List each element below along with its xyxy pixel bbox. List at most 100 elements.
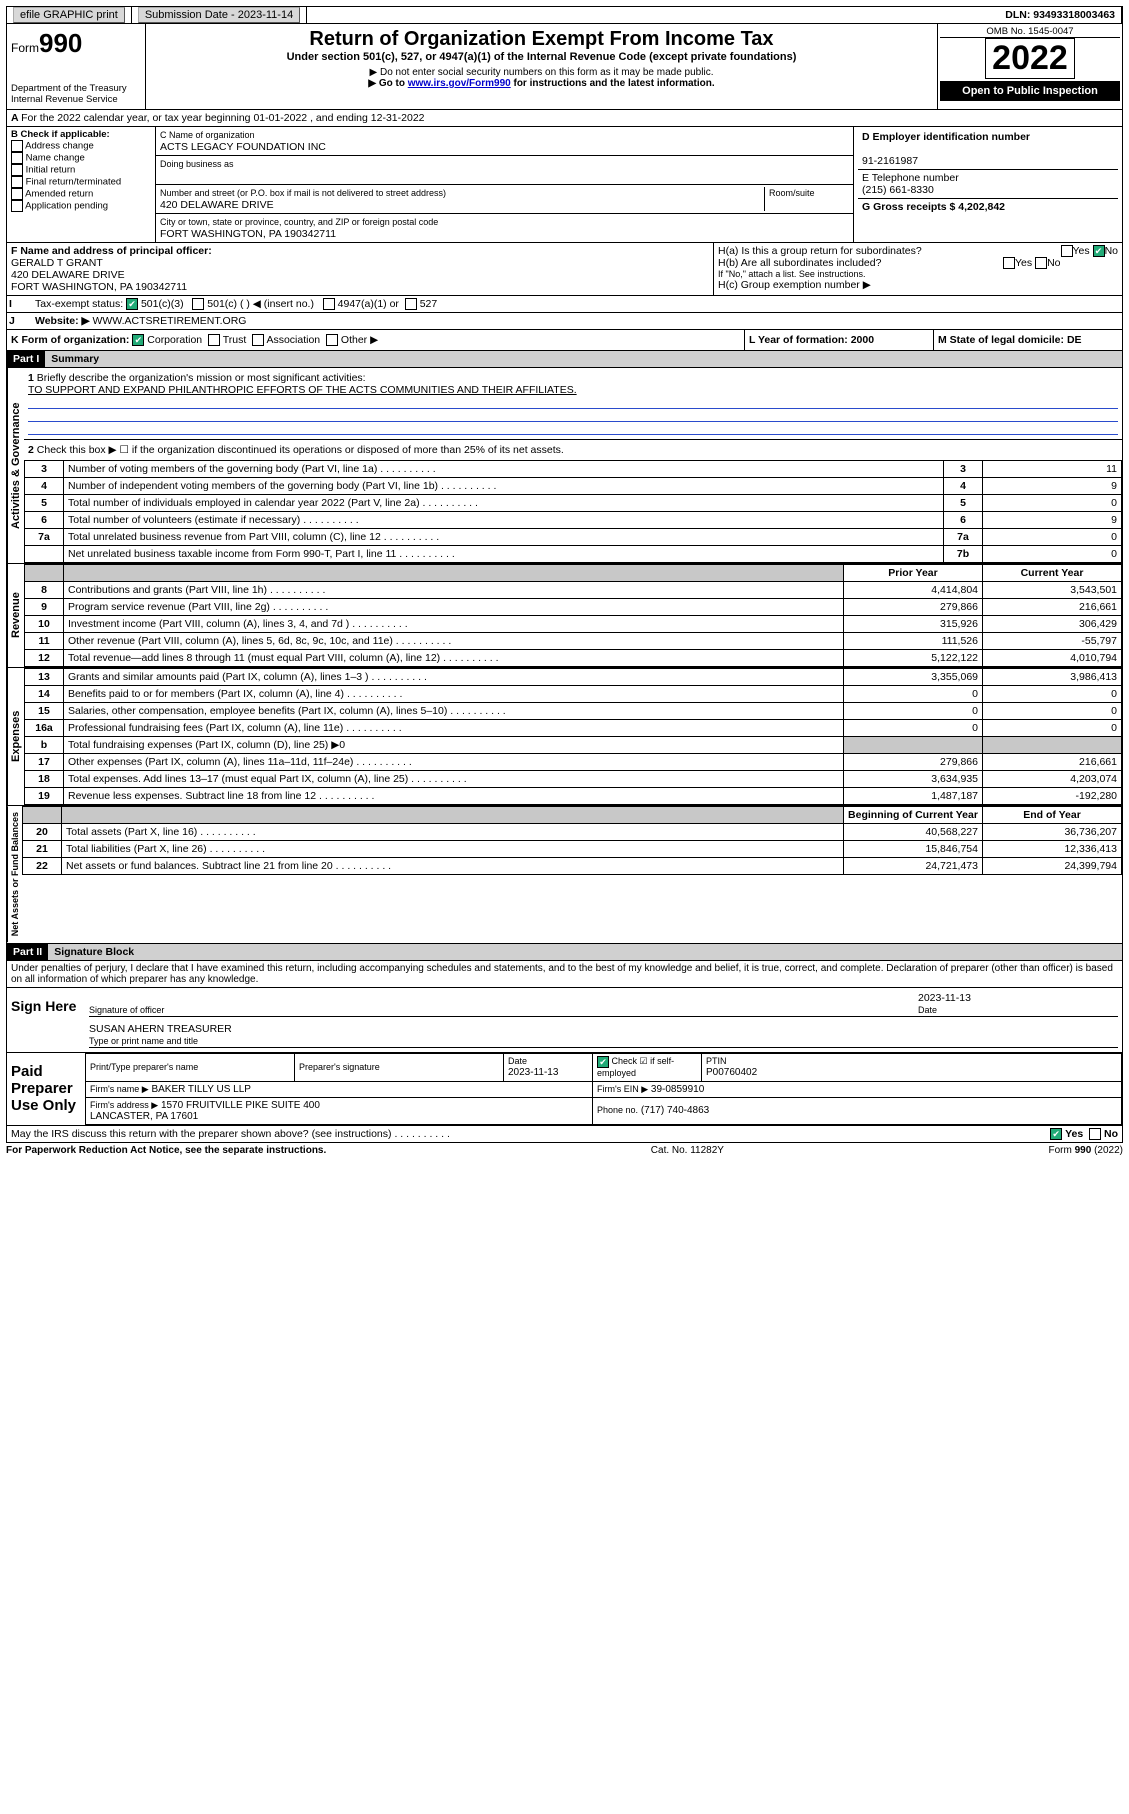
prior-val: 24,721,473 [844, 858, 983, 875]
col-begin: Beginning of Current Year [844, 807, 983, 824]
section-f-h: F Name and address of principal officer:… [6, 243, 1123, 296]
line-num: 20 [23, 824, 62, 841]
curr-val: 0 [983, 703, 1122, 720]
q1: Briefly describe the organization's miss… [37, 372, 366, 384]
website: WWW.ACTSRETIREMENT.ORG [92, 315, 246, 327]
line-num: 18 [25, 771, 64, 788]
c-name-label: C Name of organization [160, 130, 255, 140]
curr-val: 4,203,074 [983, 771, 1122, 788]
chk-501c3[interactable] [126, 298, 138, 310]
chk-initial-return[interactable] [11, 164, 23, 176]
chk-501c[interactable] [192, 298, 204, 310]
q2: Check this box ▶ ☐ if the organization d… [37, 444, 564, 456]
sign-here-label: Sign Here [7, 988, 85, 1052]
hb-yes[interactable] [1003, 257, 1015, 269]
chk-app-pending[interactable] [11, 200, 23, 212]
prior-val: 279,866 [844, 754, 983, 771]
curr-val: 36,736,207 [983, 824, 1122, 841]
line-num: 17 [25, 754, 64, 771]
line-key: 7b [944, 546, 983, 563]
curr-val: 216,661 [983, 754, 1122, 771]
curr-val: -192,280 [983, 788, 1122, 805]
chk-4947[interactable] [323, 298, 335, 310]
vlabel-exp: Expenses [7, 668, 24, 805]
line-text: Total number of individuals employed in … [64, 495, 944, 512]
irs-link[interactable]: www.irs.gov/Form990 [408, 78, 511, 89]
chk-amended[interactable] [11, 188, 23, 200]
line-num: 13 [25, 669, 64, 686]
col-end: End of Year [983, 807, 1122, 824]
col-prior: Prior Year [844, 565, 983, 582]
chk-527[interactable] [405, 298, 417, 310]
chk-corp[interactable] [132, 334, 144, 346]
date-label: Date [918, 1005, 937, 1015]
org-city: FORT WASHINGTON, PA 190342711 [160, 228, 336, 240]
prior-val: 0 [844, 703, 983, 720]
prior-val: 3,634,935 [844, 771, 983, 788]
chk-address-change[interactable] [11, 140, 23, 152]
chk-trust[interactable] [208, 334, 220, 346]
ein: 91-2161987 [862, 155, 918, 167]
line-num: 9 [25, 599, 64, 616]
ha-yes[interactable] [1061, 245, 1073, 257]
phone: (215) 661-8330 [862, 184, 934, 196]
line-num: 8 [25, 582, 64, 599]
mission: TO SUPPORT AND EXPAND PHILANTHROPIC EFFO… [28, 384, 577, 396]
line-num: 11 [25, 633, 64, 650]
section-klm: K Form of organization: Corporation Trus… [6, 330, 1123, 351]
chk-other[interactable] [326, 334, 338, 346]
chk-final-return[interactable] [11, 176, 23, 188]
tax-year: 2022 [985, 38, 1075, 79]
hb-no[interactable] [1035, 257, 1047, 269]
form-number: Form990 [11, 28, 141, 59]
discuss-yes[interactable] [1050, 1128, 1062, 1140]
part1-header: Part I Summary [6, 351, 1123, 368]
line-text: Other expenses (Part IX, column (A), lin… [64, 754, 844, 771]
line-text: Net assets or fund balances. Subtract li… [62, 858, 844, 875]
footer-left: For Paperwork Reduction Act Notice, see … [6, 1145, 326, 1156]
firm-name: BAKER TILLY US LLP [151, 1084, 251, 1095]
discuss-no[interactable] [1089, 1128, 1101, 1140]
netassets-block: Net Assets or Fund Balances Beginning of… [6, 806, 1123, 943]
submission-date-button[interactable]: Submission Date - 2023-11-14 [138, 7, 300, 23]
prior-val: 0 [844, 686, 983, 703]
footer: For Paperwork Reduction Act Notice, see … [6, 1143, 1123, 1156]
prior-val: 40,568,227 [844, 824, 983, 841]
paid-preparer-block: Paid Preparer Use Only Print/Type prepar… [6, 1053, 1123, 1126]
l-label: L Year of formation: 2000 [749, 334, 874, 346]
dln-label: DLN: 93493318003463 [999, 7, 1122, 23]
line-key: 5 [944, 495, 983, 512]
vlabel-gov: Activities & Governance [7, 368, 24, 563]
city-label: City or town, state or province, country… [160, 217, 438, 227]
prior-val: 15,846,754 [844, 841, 983, 858]
ha-no[interactable] [1093, 245, 1105, 257]
chk-assoc[interactable] [252, 334, 264, 346]
curr-val: 3,986,413 [983, 669, 1122, 686]
f-label: F Name and address of principal officer: [11, 245, 212, 257]
col-curr: Current Year [983, 565, 1122, 582]
chk-name-change[interactable] [11, 152, 23, 164]
prior-val: 0 [844, 720, 983, 737]
prior-val: 279,866 [844, 599, 983, 616]
curr-val: 306,429 [983, 616, 1122, 633]
line-text: Benefits paid to or for members (Part IX… [64, 686, 844, 703]
line-num: 6 [25, 512, 64, 529]
line-text: Total fundraising expenses (Part IX, col… [64, 737, 844, 754]
subtitle: Under section 501(c), 527, or 4947(a)(1)… [150, 51, 933, 63]
officer-printed: SUSAN AHERN TREASURER [89, 1023, 232, 1035]
d-label: D Employer identification number [862, 131, 1030, 143]
line-val: 0 [983, 546, 1122, 563]
paid-preparer-label: Paid Preparer Use Only [7, 1053, 85, 1125]
line-num: 21 [23, 841, 62, 858]
org-street: 420 DELAWARE DRIVE [160, 199, 274, 211]
line-text: Contributions and grants (Part VIII, lin… [64, 582, 844, 599]
dba-label: Doing business as [160, 159, 234, 169]
prior-val: 111,526 [844, 633, 983, 650]
line-num: 4 [25, 478, 64, 495]
org-name: ACTS LEGACY FOUNDATION INC [160, 141, 326, 153]
efile-button[interactable]: efile GRAPHIC print [13, 7, 125, 23]
section-i: I Tax-exempt status: 501(c)(3) 501(c) ( … [6, 296, 1123, 313]
b-label: B Check if applicable: [11, 129, 110, 140]
i-label: Tax-exempt status: [35, 298, 123, 310]
sign-here-block: Sign Here Signature of officer 2023-11-1… [6, 988, 1123, 1053]
